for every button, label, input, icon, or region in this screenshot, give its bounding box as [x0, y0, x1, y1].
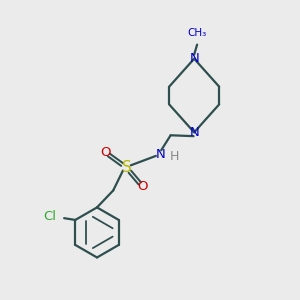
Text: Cl: Cl	[43, 210, 56, 223]
Text: N: N	[155, 148, 165, 161]
Text: CH₃: CH₃	[188, 28, 207, 38]
Text: H: H	[170, 150, 179, 163]
Text: S: S	[122, 160, 131, 175]
Text: O: O	[100, 146, 110, 159]
Text: N: N	[189, 126, 199, 139]
Text: N: N	[189, 52, 199, 65]
Text: O: O	[137, 180, 148, 193]
